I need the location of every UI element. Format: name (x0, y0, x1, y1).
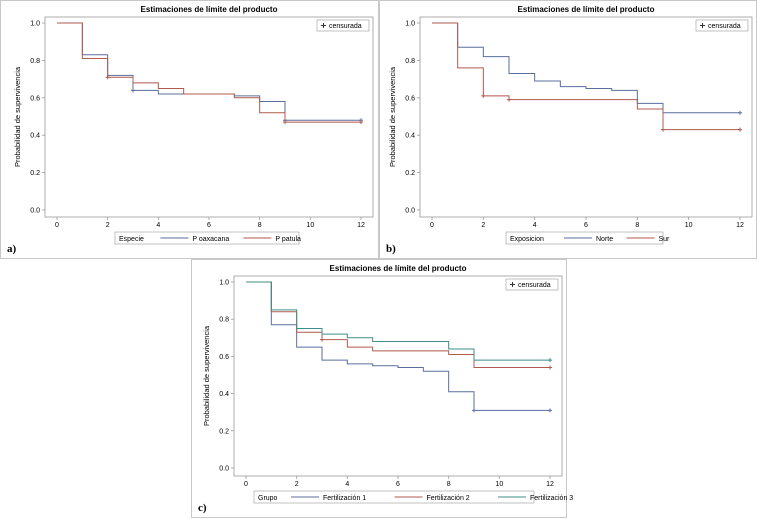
x-tick-label: 0 (244, 481, 248, 488)
legend-label-2: Fertilización 2 (427, 495, 470, 502)
x-tick-label: 4 (156, 222, 160, 229)
chart-title: Estimaciones de límite del producto (141, 5, 278, 14)
y-tick-label: 0.4 (405, 133, 415, 140)
censor-mark (548, 365, 552, 370)
censor-legend-box (505, 278, 559, 291)
y-tick-label: 1.0 (219, 280, 229, 287)
x-tick-label: 2 (295, 481, 299, 488)
x-tick-label: 2 (481, 222, 485, 229)
legend-title: Especie (119, 236, 144, 243)
censor-legend-box (695, 19, 749, 32)
series-line-2 (432, 22, 740, 131)
legend-title: Grupo (258, 495, 278, 502)
censor-legend-label: censurada (329, 23, 362, 30)
chart-svg-a: Estimaciones de límite del producto 0.0 0.… (7, 5, 374, 255)
legend-label-2: P patula (275, 236, 301, 243)
y-tick-label: 0.2 (30, 170, 40, 177)
x-tick-label: 10 (306, 222, 314, 229)
y-axis-label: Probabilidad de supervivencia (202, 325, 211, 426)
x-tick-label: 8 (447, 481, 451, 488)
censor-mark (738, 127, 742, 132)
y-tick-label: 0.6 (30, 95, 40, 102)
x-tick-label: 12 (357, 222, 365, 229)
x-tick-label: 8 (258, 222, 262, 229)
censor-mark (481, 93, 486, 98)
legend-label-2: Sur (659, 236, 671, 243)
y-tick-label: 0.2 (405, 170, 415, 177)
x-tick-label: 4 (345, 481, 349, 488)
series-line-2 (246, 281, 550, 369)
legend-label-1: P oaxacana (192, 236, 229, 243)
x-tick-label: 2 (106, 222, 110, 229)
chart-title: Estimaciones de límite del producto (518, 5, 655, 14)
series-line-3 (246, 281, 550, 361)
x-tick-label: 8 (635, 222, 639, 229)
censor-legend-marker (321, 23, 326, 28)
y-tick-label: 0.8 (405, 58, 415, 65)
legend-label-1: Norte (596, 236, 613, 243)
plot-frame (233, 275, 563, 477)
panel-letter: c) (198, 502, 207, 514)
censor-legend-marker (510, 282, 515, 287)
x-tick-label: 6 (396, 481, 400, 488)
censor-mark (661, 127, 665, 132)
x-tick-label: 0 (430, 222, 434, 229)
series-legend-box (253, 490, 535, 504)
censor-mark (472, 408, 476, 413)
censor-mark (320, 337, 324, 342)
censor-legend-marker (700, 23, 705, 28)
x-tick-label: 4 (533, 222, 537, 229)
censor-legend-label: censurada (708, 23, 741, 30)
y-axis-label: Probabilidad de supervivencia (13, 66, 22, 167)
legend-label-3: Fertilización 3 (530, 495, 573, 502)
x-tick-label: 0 (55, 222, 59, 229)
y-tick-label: 0.6 (405, 95, 415, 102)
x-tick-label: 12 (736, 222, 744, 229)
censor-mark (359, 120, 363, 125)
y-tick-label: 0.4 (219, 391, 229, 398)
chart-panel-b: Estimaciones de límite del producto 0.0 0.… (379, 0, 757, 259)
y-tick-label: 0.0 (30, 208, 40, 215)
series-line-1 (246, 281, 550, 411)
censor-legend-label: censurada (518, 282, 551, 289)
chart-panel-c: Estimaciones de límite del producto 0.0 0.… (191, 259, 573, 518)
censor-mark (548, 408, 552, 413)
x-tick-label: 6 (584, 222, 588, 229)
y-tick-label: 1.0 (405, 21, 415, 28)
y-tick-label: 0.2 (219, 428, 229, 435)
y-tick-label: 1.0 (30, 21, 40, 28)
censor-mark (738, 110, 742, 115)
y-tick-label: 0.4 (30, 133, 40, 140)
x-tick-label: 12 (546, 481, 554, 488)
x-tick-label: 10 (685, 222, 693, 229)
series-legend-box (114, 231, 300, 245)
y-tick-label: 0.8 (219, 317, 229, 324)
x-tick-label: 6 (207, 222, 211, 229)
x-tick-label: 10 (495, 481, 503, 488)
censor-mark (548, 358, 552, 363)
censor-mark (283, 120, 287, 125)
series-line-1 (57, 22, 361, 121)
chart-panel-a: Estimaciones de límite del producto 0.0 0.… (0, 0, 379, 259)
legend-title: Exposicion (510, 236, 544, 243)
plot-frame (44, 16, 374, 218)
y-tick-label: 0.0 (219, 466, 229, 473)
series-line-2 (57, 22, 361, 123)
y-tick-label: 0.0 (405, 208, 415, 215)
chart-svg-b: Estimaciones de límite del producto 0.0 0.… (386, 5, 753, 255)
censor-legend-box (316, 19, 370, 32)
chart-svg-c: Estimaciones de límite del producto 0.0 0.… (198, 264, 573, 514)
censor-mark (131, 88, 135, 93)
censor-mark (105, 75, 110, 80)
y-axis-label: Probabilidad de supervivencia (388, 66, 397, 167)
legend-label-1: Fertilización 1 (323, 495, 366, 502)
y-tick-label: 0.6 (219, 354, 229, 361)
censor-mark (507, 97, 511, 102)
chart-title: Estimaciones de límite del producto (330, 264, 467, 273)
y-tick-label: 0.8 (30, 58, 40, 65)
panel-letter: a) (7, 243, 17, 255)
panel-letter: b) (386, 243, 396, 255)
